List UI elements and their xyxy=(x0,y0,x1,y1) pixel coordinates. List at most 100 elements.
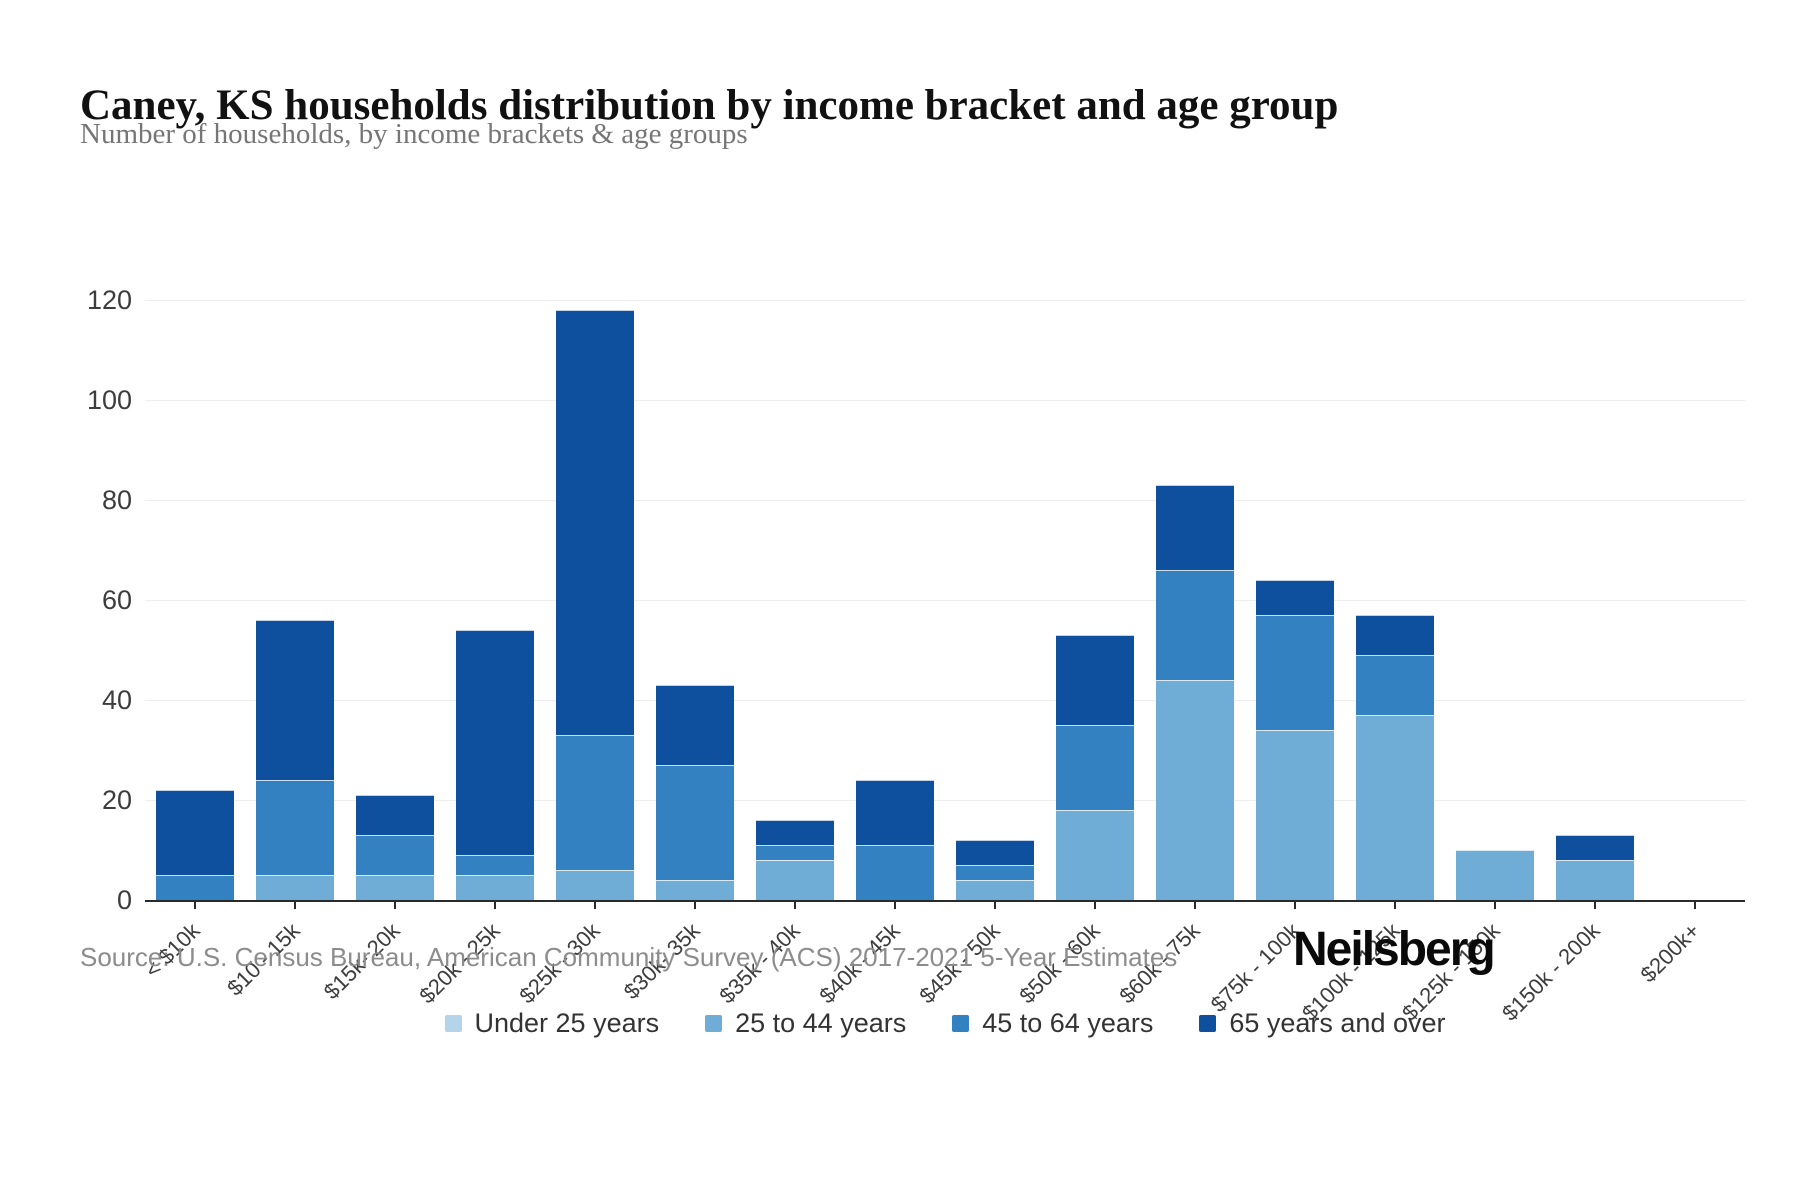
bar-segment[interactable] xyxy=(1356,615,1434,655)
bar-segment[interactable] xyxy=(1056,810,1134,900)
bar-segment[interactable] xyxy=(256,620,334,780)
bar-segment[interactable] xyxy=(756,860,834,900)
y-axis-tick-label: 40 xyxy=(101,685,132,715)
legend-item[interactable]: 25 to 44 years xyxy=(705,1008,906,1039)
axis-tick xyxy=(494,902,496,909)
brand-logo: Neilsberg xyxy=(1293,923,1496,976)
legend: Under 25 years 25 to 44 years 45 to 64 yea… xyxy=(145,1008,1745,1039)
bar-segment[interactable] xyxy=(356,835,434,875)
bar-segment[interactable] xyxy=(956,880,1034,900)
bar-segment[interactable] xyxy=(1156,485,1234,570)
y-axis-tick-label: 60 xyxy=(101,585,132,615)
bar-$20k - 25k xyxy=(456,630,534,900)
bar-segment[interactable] xyxy=(1056,725,1134,810)
gridline xyxy=(145,300,1745,301)
legend-item[interactable]: 65 years and over xyxy=(1199,1008,1446,1039)
bar-segment[interactable] xyxy=(1256,580,1334,615)
bar-< $10k xyxy=(156,790,234,900)
bar-segment[interactable] xyxy=(356,875,434,900)
y-axis-tick-label: 80 xyxy=(101,485,132,515)
bar-segment[interactable] xyxy=(656,880,734,900)
gridline xyxy=(145,500,1745,501)
bar-$100k - 125k xyxy=(1356,615,1434,900)
bar-$60k - 75k xyxy=(1156,485,1234,900)
bar-segment[interactable] xyxy=(656,685,734,765)
axis-tick xyxy=(1594,902,1596,909)
axis-tick xyxy=(694,902,696,909)
legend-item[interactable]: 45 to 64 years xyxy=(952,1008,1153,1039)
bar-$45k - 50k xyxy=(956,840,1034,900)
legend-swatch-icon xyxy=(1199,1015,1217,1032)
bar-segment[interactable] xyxy=(556,310,634,735)
bar-$75k - 100k xyxy=(1256,580,1334,900)
bar-segment[interactable] xyxy=(1456,850,1534,900)
axis-tick xyxy=(1294,902,1296,909)
axis-tick xyxy=(1094,902,1096,909)
bar-$50k - 60k xyxy=(1056,635,1134,900)
bar-segment[interactable] xyxy=(456,875,534,900)
bar-$30k- 35k xyxy=(656,685,734,900)
bar-segment[interactable] xyxy=(1356,655,1434,715)
bar-$35k - 40k xyxy=(756,820,834,900)
bar-segment[interactable] xyxy=(156,875,234,900)
bar-segment[interactable] xyxy=(156,790,234,875)
bar-segment[interactable] xyxy=(556,735,634,870)
bar-$10 - 15k xyxy=(256,620,334,900)
axis-tick xyxy=(794,902,796,909)
axis-tick xyxy=(1194,902,1196,909)
legend-item[interactable]: Under 25 years xyxy=(444,1008,660,1039)
y-axis-tick-label: 100 xyxy=(86,385,132,415)
legend-label: Under 25 years xyxy=(474,1008,660,1038)
bar-segment[interactable] xyxy=(1156,570,1234,680)
axis-tick xyxy=(394,902,396,909)
bar-segment[interactable] xyxy=(1356,715,1434,900)
bar-segment[interactable] xyxy=(256,780,334,875)
gridline xyxy=(145,400,1745,401)
gridline xyxy=(145,600,1745,601)
bar-segment[interactable] xyxy=(1256,615,1334,730)
bar-segment[interactable] xyxy=(256,875,334,900)
bar-segment[interactable] xyxy=(1156,680,1234,900)
y-axis-tick-label: 0 xyxy=(116,885,132,915)
bar-segment[interactable] xyxy=(356,795,434,835)
y-axis-tick-label: 20 xyxy=(101,785,132,815)
bar-segment[interactable] xyxy=(856,845,934,900)
bar-$40k - 45k xyxy=(856,780,934,900)
legend-label: 25 to 44 years xyxy=(735,1008,907,1038)
axis-tick xyxy=(1494,902,1496,909)
chart-title: Caney, KS households distribution by inc… xyxy=(80,81,1339,129)
bar-segment[interactable] xyxy=(456,630,534,855)
bar-$150k - 200k xyxy=(1556,835,1634,900)
bar-segment[interactable] xyxy=(1556,835,1634,860)
axis-tick xyxy=(1394,902,1396,909)
bar-segment[interactable] xyxy=(656,765,734,880)
chart-subtitle: Number of households, by income brackets… xyxy=(80,118,748,150)
y-axis-tick-label: 120 xyxy=(86,285,132,315)
axis-tick xyxy=(294,902,296,909)
bar-segment[interactable] xyxy=(956,840,1034,865)
bar-segment[interactable] xyxy=(756,845,834,860)
x-axis-line xyxy=(145,900,1745,902)
bar-segment[interactable] xyxy=(1256,730,1334,900)
bar-$125k - 150k xyxy=(1456,850,1534,900)
axis-tick xyxy=(994,902,996,909)
plot-area xyxy=(145,300,1745,909)
bar-segment[interactable] xyxy=(856,780,934,845)
bar-segment[interactable] xyxy=(756,820,834,845)
axis-tick xyxy=(894,902,896,909)
bar-segment[interactable] xyxy=(456,855,534,875)
legend-swatch-icon xyxy=(444,1015,462,1032)
axis-tick xyxy=(194,902,196,909)
bar-segment[interactable] xyxy=(1556,860,1634,900)
gridline xyxy=(145,700,1745,701)
bar-segment[interactable] xyxy=(1056,635,1134,725)
bar-segment[interactable] xyxy=(556,870,634,900)
axis-tick xyxy=(1694,902,1696,909)
bar-$15k- 20k xyxy=(356,795,434,900)
legend-label: 65 years and over xyxy=(1229,1008,1446,1038)
source-note: Source: U.S. Census Bureau, American Com… xyxy=(80,942,1178,972)
axis-tick xyxy=(594,902,596,909)
legend-swatch-icon xyxy=(705,1015,723,1032)
bar-segment[interactable] xyxy=(956,865,1034,880)
